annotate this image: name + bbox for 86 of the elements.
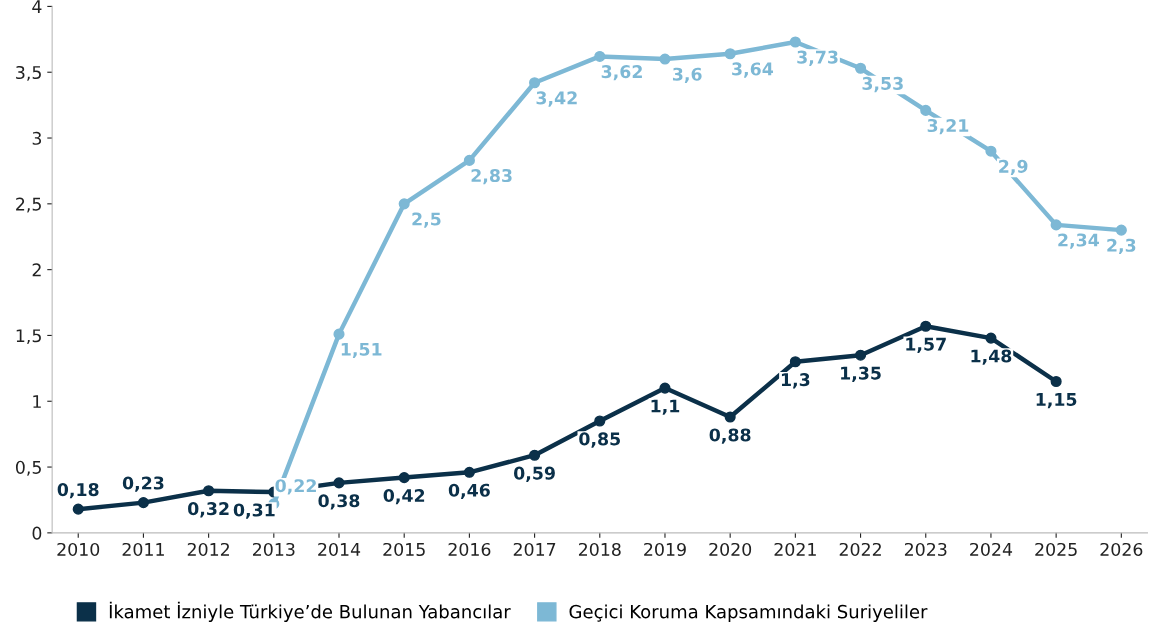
- point: [724, 411, 736, 423]
- data-label: 0,38: [318, 494, 360, 510]
- y-tick-label: 3: [32, 131, 42, 145]
- point: [985, 145, 997, 157]
- data-label: 0,22: [275, 479, 316, 495]
- point: [920, 104, 932, 116]
- point: [529, 77, 541, 89]
- data-label: 1,48: [971, 349, 1012, 365]
- data-label: 1,57: [906, 337, 946, 353]
- point: [398, 472, 410, 484]
- point: [594, 50, 606, 62]
- point: [789, 36, 801, 48]
- x-tick-label: 2011: [122, 542, 164, 557]
- data-label: 2,34: [1058, 233, 1099, 249]
- data-label: 0,42: [383, 488, 425, 505]
- y-tick-label: 2: [32, 263, 41, 277]
- data-label: 3,53: [862, 76, 903, 93]
- data-label: 0,31: [233, 503, 275, 519]
- x-tick-label: 2021: [774, 542, 816, 557]
- data-label: 0,18: [57, 483, 99, 499]
- point: [1050, 375, 1062, 388]
- data-label: 1,51: [341, 342, 382, 359]
- y-tick-label: 0,5: [15, 460, 41, 476]
- data-label: 0,46: [448, 483, 490, 500]
- data-label: 2,9: [999, 159, 1028, 176]
- y-tick-label: 1,5: [16, 329, 41, 345]
- point: [203, 485, 215, 497]
- y-tick-label: 4: [32, 0, 42, 14]
- point: [789, 356, 801, 368]
- x-tick-label: 2014: [318, 542, 361, 557]
- data-label: 1,1: [651, 399, 680, 415]
- x-tick-label: 2024: [970, 542, 1013, 557]
- legend-label: Geçici Koruma Kapsamındaki Suriyeliler: [569, 604, 928, 622]
- data-label: 1,3: [781, 373, 810, 389]
- x-tick-label: 2010: [57, 542, 100, 557]
- data-label: 3,6: [672, 67, 702, 83]
- data-label: 3,73: [797, 50, 838, 66]
- x-tick-label: 2018: [578, 542, 621, 557]
- x-tick-label: 2020: [709, 542, 752, 557]
- y-tick-label: 0: [32, 526, 42, 540]
- data-label: 1,15: [1036, 393, 1077, 409]
- data-label: 1,35: [841, 366, 881, 382]
- y-tick-label: 3,5: [16, 65, 41, 81]
- point: [463, 154, 475, 166]
- point: [594, 415, 606, 427]
- x-tick-label: 2025: [1035, 542, 1077, 557]
- x-tick-label: 2017: [513, 542, 556, 557]
- data-label: 0,59: [514, 466, 555, 482]
- data-label: 0,85: [579, 432, 620, 448]
- x-tick-label: 2013: [252, 542, 295, 557]
- data-label: 3,42: [536, 91, 577, 107]
- y-tick-label: 1: [33, 395, 41, 408]
- x-tick-label: 2012: [187, 542, 229, 557]
- y-tick-label: 2,5: [16, 197, 41, 213]
- point: [920, 320, 932, 332]
- point: [398, 198, 410, 210]
- data-label: 3,21: [927, 118, 969, 135]
- data-label: 2,3: [1107, 238, 1136, 255]
- x-tick-label: 2019: [644, 542, 686, 557]
- x-tick-label: 2016: [448, 542, 491, 557]
- x-tick-label: 2023: [904, 542, 947, 557]
- x-tick-label: 2015: [383, 542, 425, 557]
- point: [72, 503, 84, 515]
- point: [985, 332, 997, 344]
- data-label: 0,88: [709, 428, 751, 444]
- point: [1050, 219, 1062, 231]
- point: [724, 48, 736, 60]
- x-tick-label: 2026: [1100, 542, 1143, 557]
- x-tick-label: 2022: [839, 542, 881, 557]
- point: [1115, 224, 1127, 236]
- point: [137, 497, 149, 509]
- point: [659, 53, 671, 65]
- data-label: 0,32: [188, 502, 229, 518]
- point: [463, 466, 475, 478]
- data-label: 3,62: [601, 65, 642, 81]
- point: [529, 449, 541, 461]
- point: [659, 382, 671, 394]
- data-label: 3,64: [732, 62, 774, 78]
- data-label: 2,83: [471, 168, 512, 185]
- point: [333, 328, 345, 340]
- point: [855, 349, 867, 361]
- point: [333, 477, 345, 489]
- data-label: 2,5: [412, 212, 441, 228]
- point: [855, 62, 867, 74]
- data-label: 0,23: [122, 476, 164, 492]
- legend-label: İkamet İzniyle Türkiye’de Bulunan Yabancılar: [109, 601, 511, 622]
